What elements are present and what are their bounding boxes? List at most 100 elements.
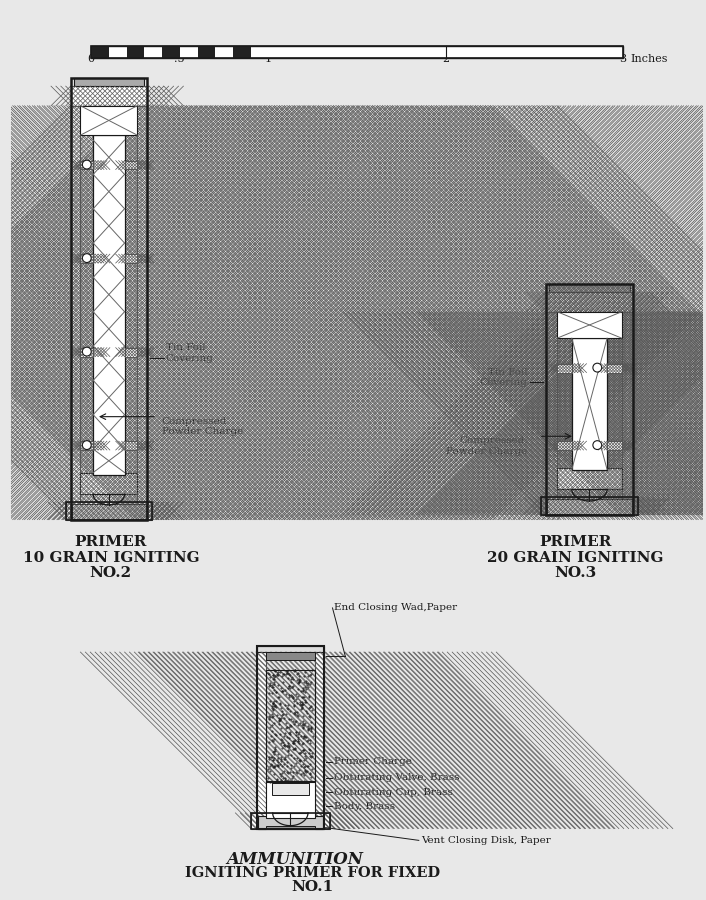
Point — [268, 775, 280, 789]
Point — [282, 664, 293, 679]
Point — [270, 727, 281, 742]
Text: Obturating Valve, Brass: Obturating Valve, Brass — [335, 773, 460, 782]
Point — [287, 765, 299, 779]
Point — [304, 767, 316, 781]
Point — [294, 673, 305, 688]
Point — [305, 715, 316, 729]
Circle shape — [83, 441, 91, 449]
Point — [273, 678, 284, 692]
Point — [299, 759, 310, 773]
Bar — [80, 254, 93, 263]
Bar — [91, 46, 623, 58]
Point — [285, 674, 297, 688]
Point — [270, 699, 281, 714]
Point — [285, 758, 297, 772]
Bar — [557, 364, 572, 373]
Point — [306, 746, 318, 760]
Point — [266, 757, 277, 771]
Point — [274, 712, 285, 726]
Point — [265, 694, 276, 708]
Point — [291, 725, 302, 740]
Point — [288, 706, 299, 721]
Point — [268, 716, 280, 731]
Point — [297, 700, 308, 715]
Point — [273, 689, 285, 704]
Point — [271, 758, 282, 772]
Bar — [80, 472, 137, 494]
Point — [282, 742, 294, 757]
Point — [291, 728, 302, 742]
Point — [284, 711, 295, 725]
Point — [277, 675, 289, 689]
Point — [299, 664, 311, 679]
Point — [275, 773, 287, 788]
Point — [291, 765, 302, 779]
Bar — [91, 46, 623, 58]
Bar — [257, 652, 265, 829]
Bar — [124, 254, 137, 263]
Point — [289, 742, 301, 756]
Point — [279, 757, 290, 771]
Point — [292, 734, 304, 748]
Bar — [124, 441, 137, 450]
Point — [283, 688, 294, 702]
Point — [294, 716, 306, 731]
Point — [291, 697, 302, 711]
Point — [282, 748, 293, 762]
Point — [279, 764, 290, 778]
Point — [275, 721, 287, 735]
Point — [268, 745, 279, 760]
Point — [274, 767, 285, 781]
Point — [282, 698, 294, 713]
Point — [304, 766, 316, 780]
Point — [266, 775, 277, 789]
Point — [264, 734, 275, 749]
Bar — [265, 670, 315, 782]
Point — [288, 715, 299, 729]
Point — [282, 720, 293, 734]
Point — [282, 766, 293, 780]
Text: .5: .5 — [174, 54, 185, 64]
Point — [281, 730, 292, 744]
Point — [296, 767, 307, 781]
Point — [268, 672, 280, 687]
Point — [293, 671, 304, 686]
Point — [270, 759, 281, 773]
Point — [289, 663, 300, 678]
Point — [269, 669, 280, 683]
Point — [283, 725, 294, 740]
Bar — [607, 364, 622, 373]
Bar — [91, 46, 109, 58]
Text: Inches: Inches — [630, 54, 668, 64]
Point — [270, 685, 282, 699]
Point — [285, 726, 296, 741]
Point — [273, 747, 284, 761]
Point — [292, 718, 303, 733]
Point — [265, 750, 276, 764]
Bar — [265, 780, 315, 818]
Point — [276, 759, 287, 773]
Point — [297, 742, 309, 757]
Point — [301, 678, 313, 692]
Bar — [80, 105, 137, 135]
Point — [282, 702, 294, 716]
Point — [264, 670, 275, 685]
Text: PRIMER: PRIMER — [539, 536, 612, 549]
Point — [270, 743, 281, 758]
Point — [279, 752, 290, 766]
Bar — [73, 78, 144, 86]
Point — [271, 772, 282, 787]
Circle shape — [593, 441, 602, 449]
Point — [294, 724, 305, 739]
Point — [263, 680, 275, 694]
Point — [277, 770, 288, 785]
Point — [302, 723, 313, 737]
Point — [273, 751, 284, 765]
Point — [304, 742, 315, 757]
Point — [287, 734, 299, 749]
Point — [268, 752, 279, 767]
Point — [289, 707, 300, 722]
Point — [293, 669, 304, 683]
Point — [289, 733, 301, 747]
Point — [284, 719, 295, 733]
